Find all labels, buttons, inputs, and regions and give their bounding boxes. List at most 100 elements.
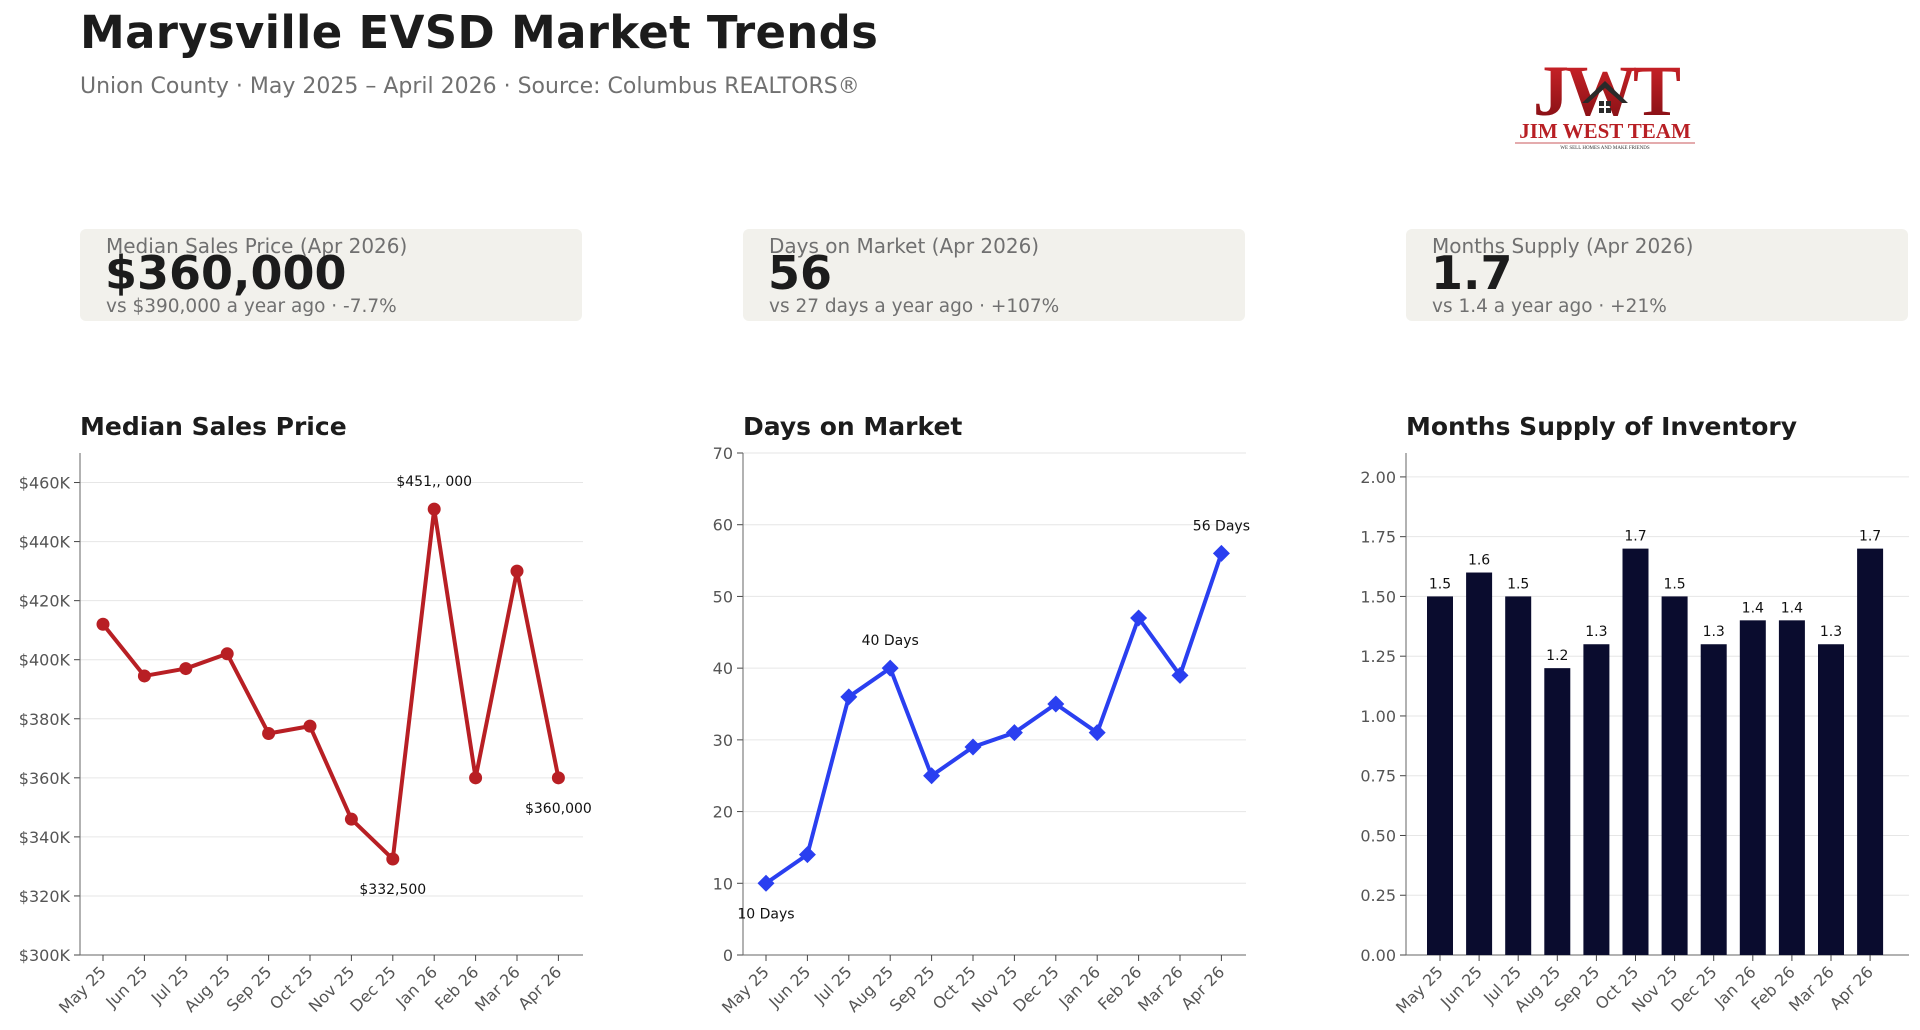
y-tick-label: $440K	[19, 533, 71, 552]
y-tick-label: 60	[713, 516, 733, 535]
data-point	[386, 852, 400, 866]
data-point	[1047, 695, 1065, 713]
bar	[1544, 668, 1571, 955]
kpi-label: Days on Market (Apr 2026)	[769, 234, 1040, 258]
bar	[1622, 548, 1649, 955]
data-point	[923, 767, 941, 785]
data-point	[510, 564, 524, 578]
bar	[1818, 644, 1844, 955]
y-tick-label: $380K	[19, 710, 71, 729]
chart-title-months-supply: Months Supply of Inventory	[1406, 412, 1798, 441]
bar	[1427, 596, 1453, 955]
y-tick-label: $460K	[19, 474, 71, 493]
bar-value-label: 1.4	[1742, 600, 1764, 616]
chart-title-days-on-market: Days on Market	[743, 412, 963, 441]
y-tick-label: 0.75	[1360, 767, 1396, 786]
y-tick-label: 2.00	[1360, 468, 1396, 487]
data-point	[262, 727, 276, 741]
y-tick-label: 0.00	[1360, 946, 1396, 965]
data-point	[551, 771, 565, 785]
chart-title-median-price: Median Sales Price	[80, 412, 347, 441]
page-subtitle: Union County · May 2025 – April 2026 · S…	[80, 74, 860, 99]
bar-value-label: 1.3	[1820, 624, 1842, 640]
data-point	[427, 502, 441, 516]
y-tick-label: $420K	[19, 592, 71, 611]
data-point	[303, 719, 317, 733]
bar-value-label: 1.5	[1663, 576, 1685, 592]
kpi-comparison: vs 1.4 a year ago · +21%	[1432, 296, 1667, 317]
y-tick-label: 50	[713, 587, 733, 606]
bar	[1778, 620, 1805, 955]
bar	[1466, 572, 1493, 955]
series-line	[101, 507, 561, 862]
bar	[1661, 596, 1688, 955]
y-tick-label: 30	[713, 731, 733, 750]
y-tick-label: 40	[713, 659, 733, 678]
y-tick-label: 1.75	[1360, 528, 1396, 547]
data-point	[1212, 544, 1230, 562]
x-tick-label: Apr 26	[1826, 962, 1877, 1013]
data-label: $451,, 000	[396, 474, 472, 490]
y-tick-label: $300K	[19, 946, 71, 965]
bar-value-label: 1.3	[1585, 624, 1607, 640]
y-tick-label: 1.00	[1360, 707, 1396, 726]
y-tick-label: 0.25	[1360, 886, 1396, 905]
bar-value-label: 1.5	[1429, 576, 1451, 592]
y-tick-label: $340K	[19, 828, 71, 847]
bar-value-label: 1.7	[1859, 529, 1881, 545]
data-point	[1005, 724, 1023, 742]
y-tick-label: 1.50	[1360, 587, 1396, 606]
data-label: 40 Days	[862, 633, 919, 649]
data-point	[881, 659, 899, 677]
svg-text:WE SELL HOMES AND MAKE FRIENDS: WE SELL HOMES AND MAKE FRIENDS	[1560, 146, 1650, 151]
data-point	[179, 662, 193, 676]
data-point	[137, 669, 151, 683]
bar	[1583, 644, 1610, 955]
data-point	[757, 874, 775, 892]
page-title: Marysville EVSD Market Trends	[80, 6, 879, 59]
y-tick-label: $360K	[19, 769, 71, 788]
svg-text:JIM WEST TEAM: JIM WEST TEAM	[1519, 119, 1691, 143]
kpi-comparison: vs 27 days a year ago · +107%	[769, 296, 1060, 317]
y-tick-label: 0	[723, 946, 733, 965]
bar-value-label: 1.7	[1624, 529, 1646, 545]
data-label: $360,000	[525, 801, 592, 817]
bar-value-label: 1.2	[1546, 648, 1568, 664]
bar	[1505, 596, 1532, 955]
kpi-value: $360,000	[105, 246, 347, 300]
data-label: 10 Days	[737, 906, 794, 922]
kpi-label: Months Supply (Apr 2026)	[1432, 234, 1694, 258]
x-tick-label: May 25	[1392, 962, 1447, 1017]
x-tick-label: Jun 25	[1436, 962, 1486, 1012]
data-label: $332,500	[359, 882, 426, 898]
kpi-value: 56	[768, 246, 833, 300]
kpi-median-price: Median Sales Price (Apr 2026) $360,000 v…	[80, 229, 582, 321]
data-point	[1130, 609, 1148, 627]
y-tick-label: 10	[713, 874, 733, 893]
data-point	[1171, 666, 1189, 684]
y-tick-label: 70	[713, 444, 733, 463]
data-point	[798, 846, 816, 864]
data-point	[469, 771, 483, 785]
jim-west-team-logo: JWT JIM WEST TEAM WE SELL HOMES AND MAKE…	[1515, 51, 1695, 151]
data-label: 56 Days	[1193, 518, 1250, 534]
bar	[1857, 548, 1884, 955]
bar-value-label: 1.4	[1781, 600, 1803, 616]
y-tick-label: $400K	[19, 651, 71, 670]
kpi-label: Median Sales Price (Apr 2026)	[106, 234, 408, 258]
y-tick-label: 20	[713, 803, 733, 822]
data-point	[96, 617, 110, 631]
y-tick-label: 1.25	[1360, 647, 1396, 666]
kpi-days-on-market: Days on Market (Apr 2026) 56 vs 27 days …	[743, 229, 1245, 321]
data-point	[964, 738, 982, 756]
y-tick-label: $320K	[19, 887, 71, 906]
kpi-value: 1.7	[1431, 246, 1513, 300]
data-point	[840, 688, 858, 706]
data-point	[1088, 724, 1106, 742]
kpi-comparison: vs $390,000 a year ago · -7.7%	[106, 296, 397, 317]
bar	[1739, 620, 1766, 955]
bar-value-label: 1.3	[1703, 624, 1725, 640]
